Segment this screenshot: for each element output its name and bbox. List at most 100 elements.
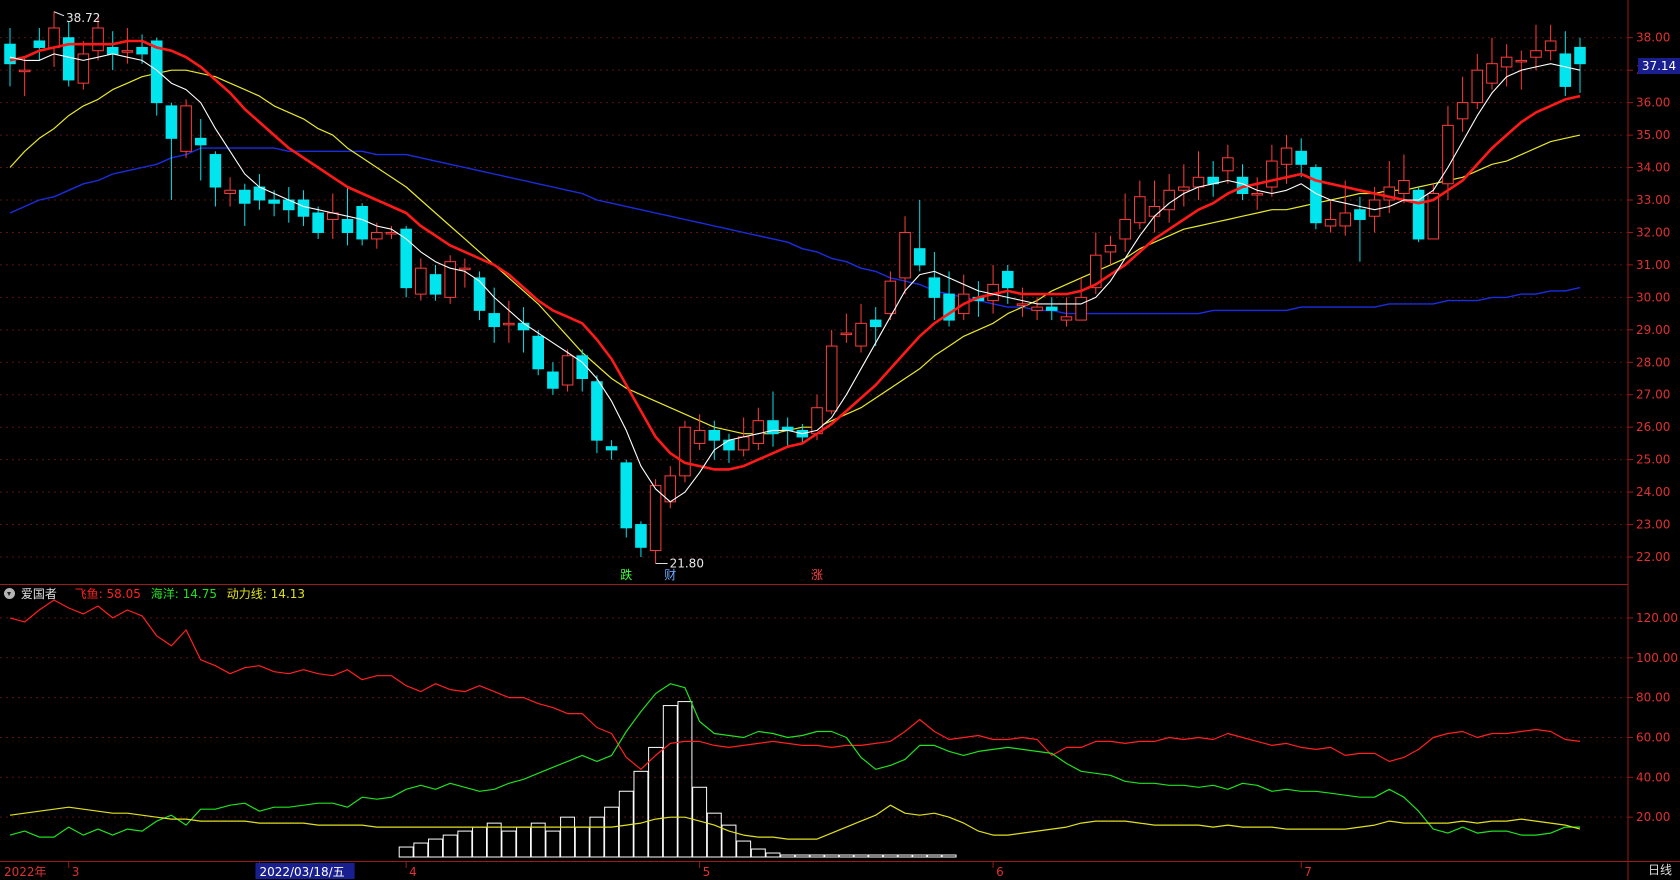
- indicator-histogram-bar: [428, 838, 443, 858]
- candle-body: [737, 436, 750, 451]
- time-axis-label: 3: [72, 865, 80, 879]
- time-highlight-box: [255, 863, 355, 879]
- candle-body: [1486, 63, 1498, 84]
- price-tick-label: 36.00: [1636, 96, 1670, 110]
- indicator-histogram-bar: [706, 812, 722, 858]
- candle-body: [356, 205, 368, 240]
- candle-body: [620, 462, 633, 529]
- candle-body: [1178, 186, 1190, 191]
- price-tick-label: 30.00: [1636, 290, 1670, 304]
- indicator-series-label-haiyang: 海洋: 14.75: [150, 587, 217, 601]
- candle-body: [943, 293, 955, 321]
- price-tick-label: 22.00: [1636, 550, 1670, 564]
- indicator-histogram-bar: [897, 854, 913, 858]
- candle-body: [1266, 160, 1278, 188]
- candle-body: [1544, 40, 1557, 52]
- price-tick-label: 27.00: [1636, 388, 1670, 402]
- candle-body: [1060, 316, 1073, 321]
- candle-body: [825, 345, 838, 412]
- indicator-histogram-bar: [780, 854, 796, 858]
- candle-body: [913, 248, 926, 266]
- indicator-histogram-bar: [530, 822, 546, 858]
- indicator-histogram-bar: [926, 854, 942, 858]
- indicator-histogram-bar: [824, 854, 840, 858]
- candle-body: [1456, 102, 1469, 120]
- candle-body: [444, 261, 456, 298]
- candle-body: [77, 53, 90, 84]
- indicator-histogram-bar: [912, 854, 928, 858]
- candle-body: [224, 189, 236, 195]
- candle-body: [268, 199, 280, 204]
- indicator-tick-label: 20.00: [1636, 810, 1670, 824]
- event-marker: 涨: [811, 567, 823, 582]
- candle-body: [576, 355, 589, 380]
- candle-body: [1324, 218, 1337, 227]
- candle-body: [1104, 244, 1117, 253]
- candle-body: [473, 277, 486, 311]
- indicator-tick-label: 40.00: [1636, 770, 1670, 784]
- indicator-histogram-bar: [677, 701, 693, 858]
- candle-body: [708, 429, 721, 441]
- period-tab-daily[interactable]: 日线: [1647, 863, 1672, 877]
- price-tick-label: 29.00: [1636, 323, 1670, 337]
- indicator-tick-label: 60.00: [1636, 730, 1670, 744]
- candle-body: [150, 40, 163, 104]
- candle-body: [165, 105, 178, 139]
- indicator-histogram-bar: [648, 746, 664, 858]
- candle-body: [1280, 147, 1293, 165]
- indicator-histogram-bar: [750, 848, 766, 858]
- candle-body: [4, 43, 16, 65]
- low-price-label: 21.80: [670, 557, 704, 571]
- candle-body: [884, 280, 897, 315]
- candle-body: [1295, 150, 1307, 165]
- triangle-down-circle-icon[interactable]: [4, 588, 15, 599]
- price-tick-label: 23.00: [1636, 518, 1670, 532]
- indicator-histogram-bar: [633, 770, 649, 858]
- indicator-header: 爱国者 飞鱼: 58.05 海洋: 14.75 动力线: 14.13: [4, 586, 311, 602]
- indicator-histogram-bar: [516, 826, 532, 858]
- candle-body: [693, 429, 706, 444]
- candle-body: [1530, 50, 1542, 58]
- candle-body: [429, 274, 442, 295]
- candle-body: [649, 485, 662, 552]
- candle-body: [855, 322, 867, 347]
- indicator-line-1: [9, 683, 1580, 838]
- candle-body: [1119, 218, 1131, 240]
- candle-body: [1310, 167, 1322, 224]
- candle-body: [1045, 306, 1058, 311]
- candle-body: [840, 332, 853, 336]
- price-tick-label: 28.00: [1636, 355, 1670, 369]
- indicator-histogram-bar: [868, 854, 884, 858]
- indicator-histogram-bar: [560, 816, 576, 858]
- price-tick-label: 31.00: [1636, 258, 1670, 272]
- candle-body: [488, 313, 500, 328]
- candle-body: [92, 27, 104, 52]
- candle-body: [1442, 124, 1454, 185]
- indicator-histogram-bar: [574, 826, 590, 858]
- price-tick-label: 34.00: [1636, 161, 1670, 175]
- candle-body: [106, 46, 119, 55]
- high-arrow: [53, 11, 65, 17]
- indicator-histogram-bar: [721, 824, 737, 858]
- candle-body: [1075, 296, 1087, 321]
- candle-body: [532, 335, 545, 370]
- indicator-histogram-bar: [941, 854, 957, 858]
- candle-body: [341, 218, 354, 233]
- candle-body: [1192, 176, 1205, 188]
- indicator-series-label-feiyu: 飞鱼: 58.05: [74, 587, 141, 601]
- candle-body: [385, 231, 398, 235]
- current-price-label: 37.14: [1638, 57, 1680, 74]
- indicator-histogram-bar: [853, 854, 869, 858]
- price-tick-label: 26.00: [1636, 420, 1670, 434]
- event-marker: 财: [664, 568, 676, 582]
- candle-body: [415, 267, 427, 295]
- candle-body: [297, 199, 310, 217]
- ma-yellow-line: [9, 69, 1581, 435]
- candle-body: [1500, 56, 1513, 68]
- indicator-histogram-bar: [809, 854, 825, 858]
- candle-body: [605, 446, 618, 451]
- indicator-histogram-bar: [442, 834, 458, 858]
- indicator-series-label-donglixian: 动力线: 14.13: [226, 587, 306, 601]
- indicator-name: 爱国者: [20, 587, 57, 601]
